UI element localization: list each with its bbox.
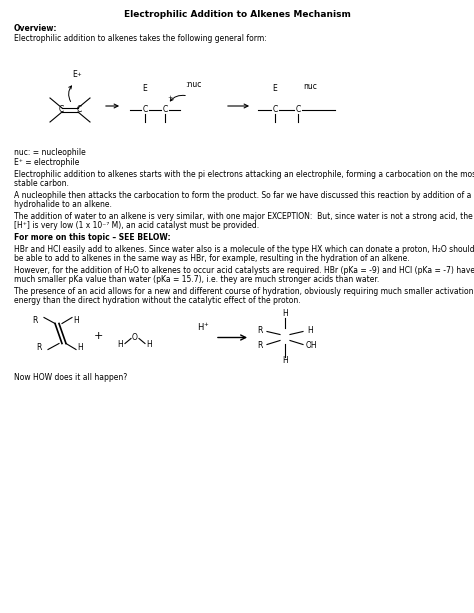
- Text: +: +: [93, 330, 103, 340]
- Text: C: C: [76, 105, 82, 115]
- Text: be able to add to alkenes in the same way as HBr, for example, resulting in the : be able to add to alkenes in the same wa…: [14, 254, 410, 263]
- Text: H: H: [73, 316, 79, 325]
- Text: H: H: [282, 309, 288, 318]
- Text: Now HOW does it all happen?: Now HOW does it all happen?: [14, 373, 127, 381]
- Text: O: O: [132, 333, 138, 342]
- Text: Electrophilic Addition to Alkenes Mechanism: Electrophilic Addition to Alkenes Mechan…: [124, 10, 350, 19]
- Text: HBr and HCl easily add to alkenes. Since water also is a molecule of the type HX: HBr and HCl easily add to alkenes. Since…: [14, 245, 474, 254]
- Text: C: C: [163, 105, 168, 115]
- Text: H: H: [146, 340, 152, 349]
- Text: :nuc: :nuc: [185, 80, 201, 89]
- Text: +: +: [204, 322, 209, 327]
- Text: nuc: = nucleophile: nuc: = nucleophile: [14, 148, 86, 157]
- Text: C: C: [142, 105, 147, 115]
- Text: E: E: [143, 84, 147, 93]
- Text: H: H: [307, 326, 313, 335]
- Text: R: R: [258, 341, 263, 350]
- Text: However, for the addition of H₂O to alkenes to occur acid catalysts are required: However, for the addition of H₂O to alke…: [14, 265, 474, 275]
- Text: Overview:: Overview:: [14, 24, 57, 33]
- Text: [H⁺] is very low (1 x 10⁻⁷ M), an acid catalyst must be provided.: [H⁺] is very low (1 x 10⁻⁷ M), an acid c…: [14, 221, 259, 230]
- FancyArrowPatch shape: [170, 96, 185, 101]
- Text: Electrophilic addition to alkenes takes the following general form:: Electrophilic addition to alkenes takes …: [14, 34, 267, 43]
- Text: +: +: [167, 95, 172, 100]
- Text: C: C: [295, 105, 301, 115]
- Text: +: +: [76, 72, 81, 77]
- Text: C: C: [58, 105, 64, 115]
- Text: Electrophilic addition to alkenes starts with the pi electrons attacking an elec: Electrophilic addition to alkenes starts…: [14, 170, 474, 179]
- Text: E⁺ = electrophile: E⁺ = electrophile: [14, 158, 79, 167]
- Text: stable carbon.: stable carbon.: [14, 180, 69, 189]
- Text: The addition of water to an alkene is very similar, with one major EXCEPTION:  B: The addition of water to an alkene is ve…: [14, 212, 473, 221]
- Text: H: H: [77, 343, 83, 352]
- Text: E: E: [72, 70, 77, 79]
- Text: For more on this topic – SEE BELOW:: For more on this topic – SEE BELOW:: [14, 233, 171, 242]
- Text: H: H: [197, 323, 203, 332]
- Text: A nucleophile then attacks the carbocation to form the product. So far we have d: A nucleophile then attacks the carbocati…: [14, 191, 471, 200]
- Text: R: R: [33, 316, 38, 325]
- Text: H: H: [117, 340, 123, 349]
- Text: C: C: [273, 105, 278, 115]
- Text: OH: OH: [306, 341, 318, 350]
- Text: R: R: [36, 343, 42, 352]
- Text: much smaller pKa value than water (pKa = 15.7), i.e. they are much stronger acid: much smaller pKa value than water (pKa =…: [14, 275, 379, 284]
- FancyArrowPatch shape: [69, 86, 72, 102]
- Text: E: E: [273, 84, 277, 93]
- Text: hydrohalide to an alkene.: hydrohalide to an alkene.: [14, 200, 112, 210]
- Text: energy than the direct hydration without the catalytic effect of the proton.: energy than the direct hydration without…: [14, 296, 301, 305]
- Text: The presence of an acid allows for a new and different course of hydration, obvi: The presence of an acid allows for a new…: [14, 286, 474, 295]
- Text: R: R: [258, 326, 263, 335]
- Text: nuc: nuc: [303, 82, 317, 91]
- Text: H: H: [282, 356, 288, 365]
